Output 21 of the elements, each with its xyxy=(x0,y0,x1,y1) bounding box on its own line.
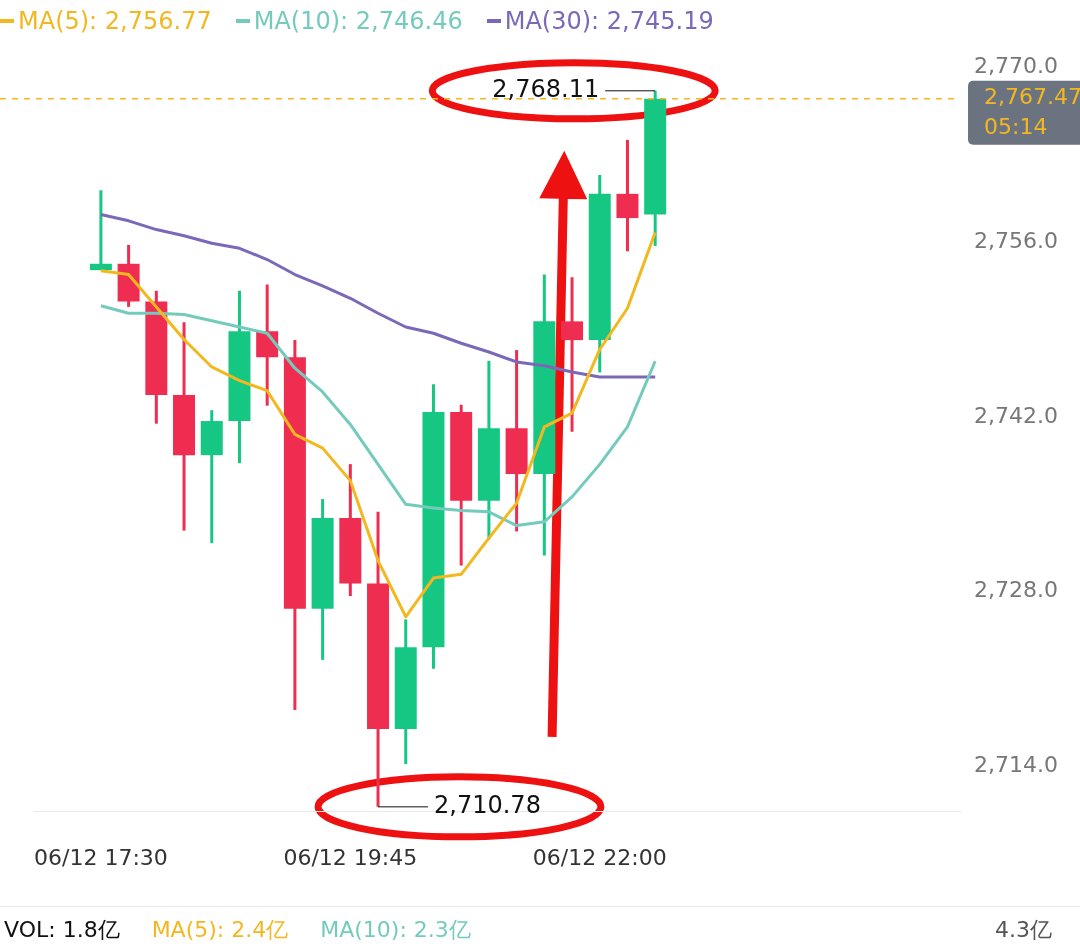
text: 4.3亿 xyxy=(995,916,1052,944)
y-tick-label: 2,770.0 xyxy=(974,52,1059,78)
x-tick-label: 06/12 17:30 xyxy=(34,844,168,870)
legend-label: MA(5): 2,756.77 xyxy=(18,7,212,35)
text: VOL: 1.8亿 xyxy=(4,916,120,944)
x-tick-label: 06/12 19:45 xyxy=(283,844,418,870)
candlestick xyxy=(561,277,584,432)
ref-line-label: 2,767.47 xyxy=(984,83,1080,109)
y-tick-label: 2,742.0 xyxy=(974,402,1059,428)
y-tick-label: 2,714.0 xyxy=(974,752,1059,778)
annotation: 2,710.78 xyxy=(434,791,541,820)
text: MA(5): 2.4亿 xyxy=(151,916,289,944)
y-tick-label: 2,756.0 xyxy=(974,227,1059,253)
legend-label: MA(30): 2,745.19 xyxy=(504,7,714,35)
text: MA(10): 2.3亿 xyxy=(320,916,471,944)
x-tick-label: 06/12 22:00 xyxy=(532,844,667,870)
legend-label: MA(10): 2,746.46 xyxy=(253,7,463,35)
annotation: 2,768.11 xyxy=(492,75,600,104)
y-tick-label: 2,728.0 xyxy=(974,577,1059,603)
candlestick xyxy=(89,190,112,272)
text: 05:14 xyxy=(984,113,1048,139)
